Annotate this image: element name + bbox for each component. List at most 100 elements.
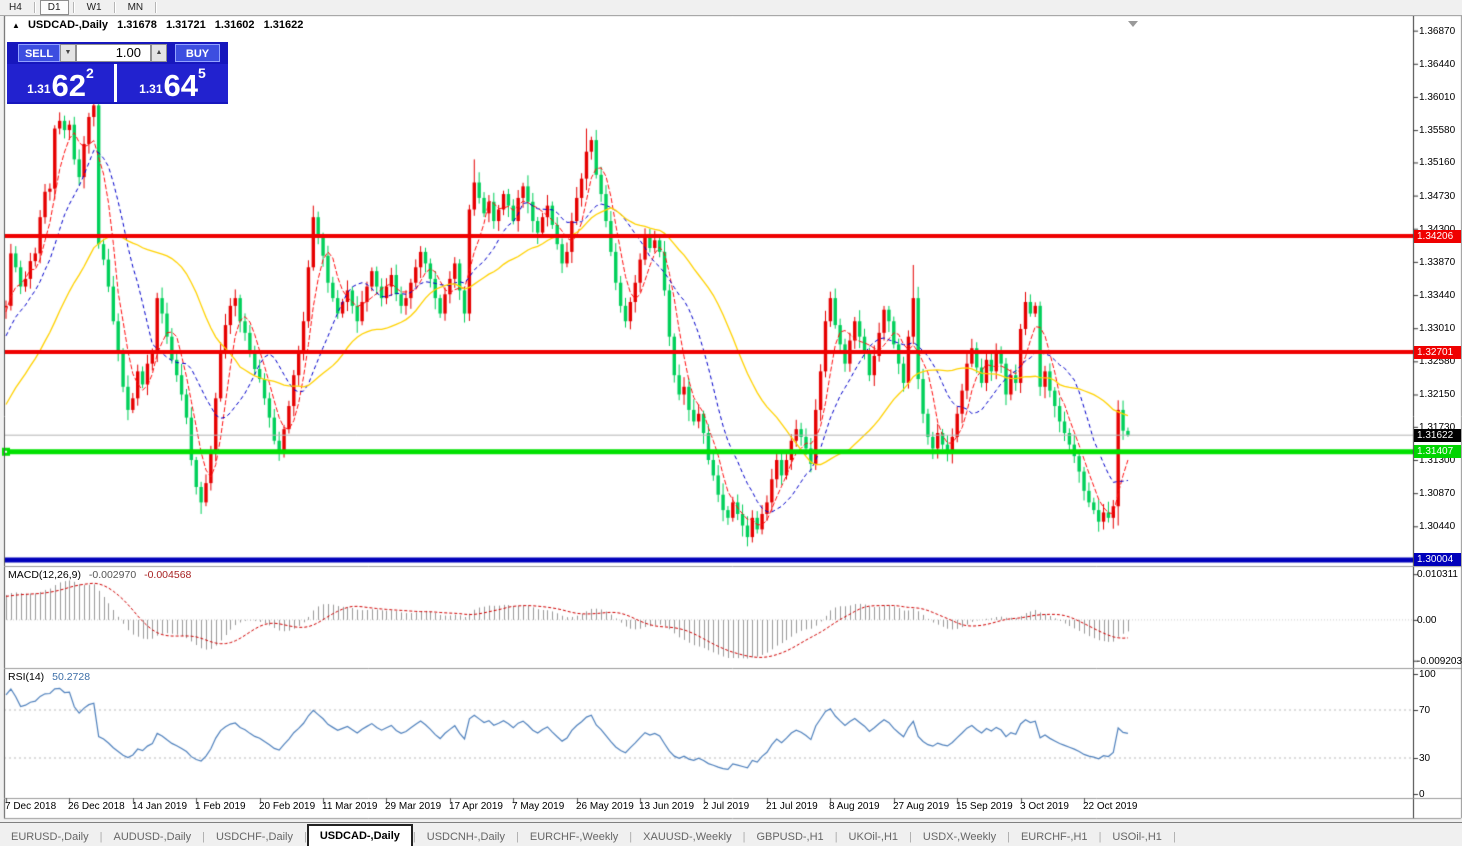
date-tick-label: 17 Apr 2019 [449, 801, 503, 812]
date-tick-label: 7 Dec 2018 [5, 801, 57, 812]
timeframe-toolbar: H4 D1 W1 MN [0, 0, 1462, 16]
timeframe-button-d1[interactable]: D1 [39, 0, 69, 15]
ohlc-high: 1.31721 [165, 19, 206, 31]
price-line-tag: 1.30004 [1414, 553, 1461, 566]
date-tick-label: 26 Dec 2018 [68, 801, 125, 812]
rsi-name: RSI(14) [8, 671, 45, 683]
buy-price-sup: 5 [198, 65, 206, 81]
date-tick-label: 13 Jun 2019 [639, 801, 695, 812]
sell-button[interactable]: SELL [18, 44, 60, 62]
toolbar-separator [72, 2, 75, 13]
chart-title: ▲ USDCAD-,Daily 1.31678 1.31721 1.31602 … [12, 19, 303, 31]
chart-tab-eurchf-h1[interactable]: EURCHF-,H1 [1020, 831, 1088, 843]
buy-price-tile[interactable]: 1.31 64 5 [117, 64, 228, 102]
chart-tab-xauusd-weekly[interactable]: XAUUSD-,Weekly [643, 831, 732, 843]
chart-shift-marker-icon[interactable] [1128, 21, 1138, 27]
sell-price-big: 62 [51, 68, 87, 103]
current-price-tag: 1.31622 [1414, 429, 1461, 442]
rsi-axis-label: 30 [1419, 753, 1431, 764]
sell-price-prefix: 1.31 [27, 82, 51, 96]
chart-tab-audusd-daily[interactable]: AUDUSD-,Daily [113, 831, 192, 843]
price-tick-label: 1.35580 [1419, 125, 1456, 136]
ohlc-open: 1.31678 [117, 19, 157, 31]
tab-separator: | [1098, 831, 1102, 843]
price-tick-label: 1.33440 [1419, 290, 1456, 301]
timeframe-button-h4[interactable]: H4 [9, 2, 22, 13]
tab-separator: | [1007, 831, 1010, 843]
price-tick-label: 1.32580 [1419, 356, 1456, 367]
rsi-axis-label: 100 [1419, 669, 1436, 680]
macd-indicator-label: MACD(12,26,9) -0.002970 -0.004568 [8, 569, 191, 581]
price-line-tag: 1.34206 [1414, 230, 1461, 243]
price-tick-label: 1.30440 [1419, 521, 1456, 532]
macd-main-value: -0.002970 [88, 569, 137, 581]
buy-price-prefix: 1.31 [139, 82, 163, 96]
price-tick-label: 1.33010 [1419, 323, 1456, 334]
timeframe-button-w1[interactable]: W1 [86, 2, 102, 13]
price-tick-label: 1.36870 [1419, 26, 1456, 37]
macd-name: MACD(12,26,9) [8, 569, 81, 581]
collapse-triangle-icon[interactable]: ▲ [12, 21, 20, 30]
tab-separator: | [742, 831, 746, 843]
chart-tab-usdchf-daily[interactable]: USDCHF-,Daily [215, 831, 293, 843]
price-tick-label: 1.34300 [1419, 224, 1455, 235]
chart-tab-usdcnh-daily[interactable]: USDCNH-,Daily [426, 831, 505, 843]
ohlc-low: 1.31602 [214, 19, 255, 31]
toolbar-separator [33, 2, 36, 13]
date-tick-label: 22 Oct 2019 [1083, 801, 1138, 812]
price-tick-label: 1.34730 [1419, 191, 1456, 202]
chart-symbol: USDCAD-,Daily [27, 19, 109, 31]
chart-tab-usdcad-daily[interactable]: USDCAD-,Daily [306, 824, 413, 846]
price-tick-label: 1.33870 [1419, 257, 1456, 268]
timeframe-button-mn[interactable]: MN [127, 2, 144, 13]
tab-separator: | [412, 831, 416, 843]
rsi-axis-label: 0 [1419, 789, 1425, 800]
chart-tab-gbpusd-h1[interactable]: GBPUSD-,H1 [756, 831, 824, 843]
tab-separator: | [202, 831, 205, 843]
volume-increase-button[interactable]: ▲ [151, 44, 167, 62]
macd-axis-label: 0.010311 [1417, 569, 1458, 580]
volume-input[interactable]: 1.00 [76, 44, 151, 62]
date-tick-label: 26 May 2019 [576, 801, 634, 812]
date-tick-label: 2 Jul 2019 [703, 801, 750, 812]
one-click-trade-panel: SELL ▼ 1.00 ▲ BUY 1.31 62 2 1.31 64 5 [7, 42, 228, 104]
price-tick-label: 1.36010 [1419, 92, 1456, 103]
date-tick-label: 15 Sep 2019 [956, 801, 1013, 812]
date-tick-label: 27 Aug 2019 [893, 801, 950, 812]
sell-price-sup: 2 [86, 65, 94, 81]
buy-price-big: 64 [163, 68, 199, 103]
price-tick-label: 1.35160 [1419, 157, 1456, 168]
tab-separator: | [909, 831, 912, 843]
price-tick-label: 1.31300 [1419, 455, 1456, 466]
chart-tab-usdx-weekly[interactable]: USDX-,Weekly [922, 831, 997, 843]
price-tick-label: 1.31730 [1419, 422, 1456, 433]
tab-separator: | [516, 831, 519, 843]
chart-tab-eurchf-weekly[interactable]: EURCHF-,Weekly [529, 831, 619, 843]
macd-signal-value: -0.004568 [144, 569, 192, 581]
macd-axis-label: -0.009203 [1417, 656, 1462, 667]
date-tick-label: 3 Oct 2019 [1020, 801, 1069, 812]
toolbar-separator [113, 2, 116, 13]
volume-decrease-button[interactable]: ▼ [60, 44, 76, 62]
tile-divider [114, 64, 117, 102]
date-tick-label: 11 Mar 2019 [322, 801, 378, 812]
tab-separator: | [1172, 831, 1176, 843]
chart-tab-usoil-h1[interactable]: USOil-,H1 [1112, 831, 1162, 843]
date-tick-label: 21 Jul 2019 [766, 801, 818, 812]
macd-axis-label: 0.00 [1417, 615, 1437, 626]
chart-tab-eurusd-daily[interactable]: EURUSD-,Daily [11, 831, 89, 843]
price-tick-label: 1.32150 [1419, 389, 1456, 400]
rsi-value: 50.2728 [52, 671, 91, 683]
date-tick-label: 14 Jan 2019 [132, 801, 188, 812]
date-tick-label: 29 Mar 2019 [385, 801, 442, 812]
buy-button[interactable]: BUY [175, 44, 220, 62]
chart-tab-ukoil-h1[interactable]: UKOil-,H1 [848, 831, 899, 843]
date-tick-label: 20 Feb 2019 [259, 801, 316, 812]
sell-price-tile[interactable]: 1.31 62 2 [7, 64, 114, 102]
tab-separator: | [99, 831, 103, 843]
date-tick-label: 8 Aug 2019 [829, 801, 880, 812]
price-line-tag: 1.32701 [1414, 346, 1461, 359]
price-line-tag: 1.31407 [1414, 445, 1461, 458]
